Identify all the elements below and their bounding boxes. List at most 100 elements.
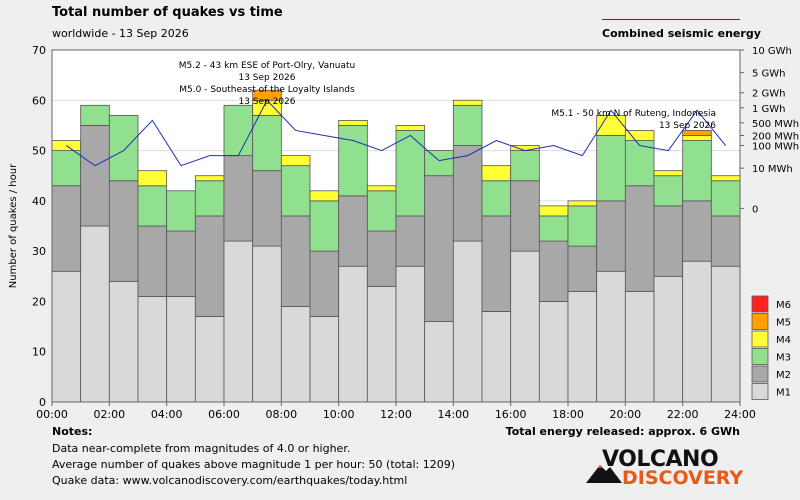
bar-m1 bbox=[80, 225, 110, 403]
bar-m3 bbox=[624, 140, 655, 187]
bar-m1 bbox=[108, 280, 139, 403]
bar-m2 bbox=[309, 250, 340, 317]
bar-m3 bbox=[424, 150, 454, 177]
bar-m5 bbox=[682, 130, 712, 136]
bar-m2 bbox=[624, 185, 655, 292]
bar-m2 bbox=[682, 200, 712, 262]
legend-label-m2: M2 bbox=[776, 370, 791, 381]
bar-m4 bbox=[682, 135, 712, 141]
bar-m1 bbox=[424, 321, 454, 403]
y-axis-label: Number of quakes / hour bbox=[8, 163, 19, 288]
bar-m3 bbox=[538, 215, 569, 242]
bar-m2 bbox=[366, 230, 397, 287]
bar-m4 bbox=[510, 145, 540, 151]
x-tick-label: 06:00 bbox=[208, 408, 240, 421]
note-line: Quake data: www.volcanodiscovery.com/ear… bbox=[52, 474, 408, 487]
energy-tick-label: 5 GWh bbox=[752, 69, 786, 80]
bar-m1 bbox=[309, 316, 340, 403]
energy-tick-label: 2 GWh bbox=[752, 89, 786, 100]
energy-tick-label: 200 MWh bbox=[752, 131, 799, 142]
bar-m1 bbox=[538, 301, 569, 403]
y-tick-label: 60 bbox=[32, 94, 46, 107]
bar-m1 bbox=[596, 270, 626, 403]
legend-swatch-m4 bbox=[751, 330, 769, 348]
annotation-label: 13 Sep 2026 bbox=[659, 121, 716, 131]
energy-total: Total energy released: approx. 6 GWh bbox=[505, 425, 740, 438]
bar-m4 bbox=[395, 125, 426, 131]
bar-m2 bbox=[280, 215, 311, 307]
notes-heading: Notes: bbox=[52, 425, 93, 438]
bar-m1 bbox=[366, 285, 397, 403]
bar-m1 bbox=[280, 306, 311, 403]
bar-m2 bbox=[338, 195, 368, 267]
legend-swatch-m3 bbox=[751, 348, 769, 365]
bar-m1 bbox=[710, 265, 741, 403]
bar-m2 bbox=[194, 215, 225, 317]
chart-title: Total number of quakes vs time bbox=[52, 5, 283, 20]
annotation-label: M5.1 - 50 km N of Ruteng, Indonesia bbox=[551, 109, 716, 119]
bar-m3 bbox=[194, 180, 225, 217]
bar-m2 bbox=[538, 240, 569, 302]
energy-tick-label: 0 bbox=[752, 204, 758, 215]
bar-m3 bbox=[366, 190, 397, 232]
bar-m2 bbox=[596, 200, 626, 272]
x-tick-label: 20:00 bbox=[609, 408, 641, 421]
bar-m1 bbox=[653, 275, 684, 403]
bar-m3 bbox=[710, 180, 741, 217]
bar-m4 bbox=[452, 99, 483, 106]
bar-m3 bbox=[108, 114, 139, 182]
bar-m3 bbox=[166, 190, 196, 232]
legend-swatch-m1 bbox=[751, 383, 769, 400]
legend-label-m6: M6 bbox=[776, 300, 791, 311]
energy-tick-label: 500 MWh bbox=[752, 119, 799, 130]
bar-m2 bbox=[395, 215, 426, 267]
bar-m2 bbox=[424, 175, 454, 322]
bar-m1 bbox=[395, 265, 426, 403]
bar-m2 bbox=[137, 225, 168, 297]
bar-m1 bbox=[51, 270, 82, 403]
x-tick-label: 02:00 bbox=[93, 408, 125, 421]
bar-m1 bbox=[624, 290, 655, 403]
annotation-label: 13 Sep 2026 bbox=[238, 73, 295, 83]
bar-m3 bbox=[51, 150, 82, 187]
bar-m3 bbox=[338, 125, 368, 197]
bar-m1 bbox=[223, 240, 254, 403]
bar-m2 bbox=[252, 170, 282, 247]
bar-m2 bbox=[80, 125, 110, 227]
bar-m1 bbox=[481, 311, 512, 403]
bar-m1 bbox=[194, 316, 225, 403]
bar-m1 bbox=[452, 240, 483, 403]
bar-m4 bbox=[309, 190, 340, 202]
y-tick-label: 20 bbox=[32, 295, 46, 308]
bar-m3 bbox=[510, 150, 540, 182]
x-tick-label: 14:00 bbox=[437, 408, 469, 421]
energy-line bbox=[66, 99, 727, 167]
bar-m1 bbox=[252, 245, 282, 403]
y-tick-label: 30 bbox=[32, 245, 46, 258]
bar-m2 bbox=[567, 245, 598, 292]
energy-legend-line bbox=[602, 19, 740, 20]
bar-m2 bbox=[108, 180, 139, 282]
volcano-logo-icon bbox=[586, 465, 622, 483]
bar-m4 bbox=[710, 175, 741, 182]
annotation-label: M5.2 - 43 km ESE of Port-Olry, Vanuatu bbox=[179, 61, 355, 71]
bar-m3 bbox=[280, 165, 311, 217]
bar-m4 bbox=[624, 130, 655, 141]
y-tick-label: 70 bbox=[32, 44, 46, 57]
bar-m4 bbox=[366, 185, 397, 192]
bar-m2 bbox=[166, 230, 196, 297]
energy-tick-label: 1 GWh bbox=[752, 104, 786, 115]
bar-m3 bbox=[653, 175, 684, 207]
bar-m4 bbox=[567, 200, 598, 207]
bar-m3 bbox=[223, 104, 254, 156]
bar-m4 bbox=[481, 165, 512, 182]
bar-m3 bbox=[452, 104, 483, 146]
bar-m2 bbox=[510, 180, 540, 252]
x-tick-label: 22:00 bbox=[667, 408, 699, 421]
x-tick-label: 10:00 bbox=[323, 408, 355, 421]
x-tick-label: 16:00 bbox=[495, 408, 527, 421]
bar-m4 bbox=[137, 170, 168, 187]
bar-m3 bbox=[252, 114, 282, 172]
y-tick-label: 40 bbox=[32, 195, 46, 208]
chart-subtitle: worldwide - 13 Sep 2026 bbox=[52, 27, 189, 40]
